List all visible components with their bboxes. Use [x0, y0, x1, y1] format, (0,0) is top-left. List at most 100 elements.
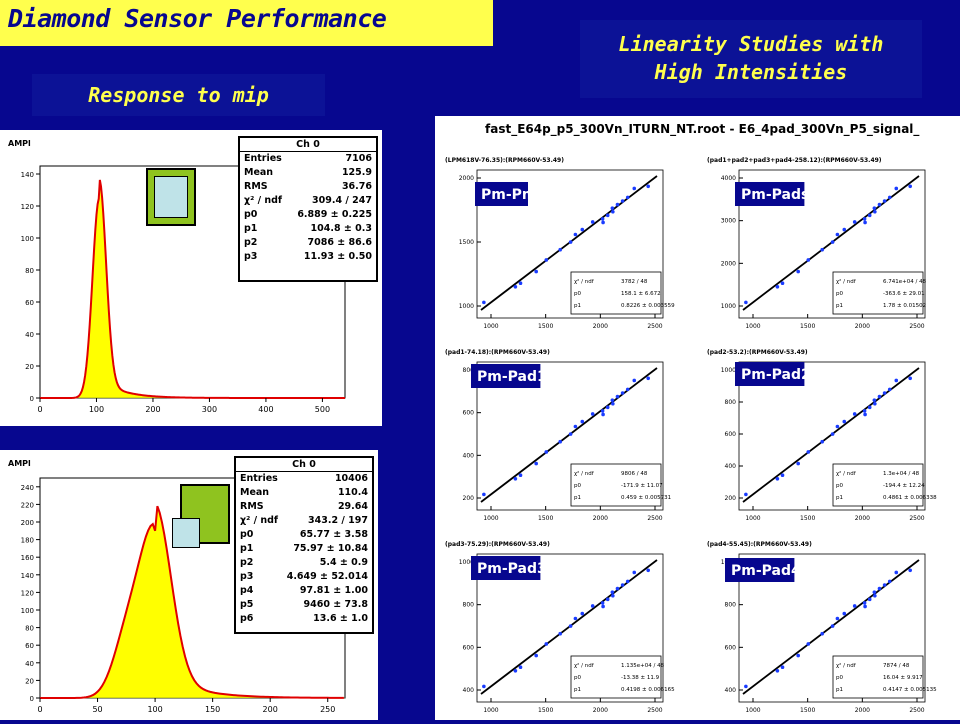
stats-key: p3	[240, 571, 254, 582]
data-point	[830, 624, 835, 628]
data-point	[513, 285, 518, 289]
x-tick-label: 50	[92, 705, 102, 714]
stats-key: p0	[240, 529, 254, 540]
data-point	[835, 616, 840, 621]
histogram-1-plot: AMPl 0 100 200 300 400 500 0 20 40 60 80 100 120 140	[8, 139, 346, 414]
stats-row: p3 4.649 ± 52.014	[236, 570, 372, 584]
data-point	[877, 586, 882, 591]
data-point	[580, 611, 585, 616]
x-tick-label: 100	[147, 705, 162, 714]
plot-label: Pm-Pad1	[477, 369, 547, 385]
y-tick-label: 160	[21, 554, 34, 562]
y-tick-label: 200	[725, 495, 737, 502]
data-point	[862, 601, 867, 605]
data-point	[796, 653, 800, 658]
y-tick-label: 120	[21, 203, 34, 211]
data-point	[872, 590, 877, 594]
data-point	[590, 412, 595, 416]
histogram-2-panel: AMPl 0 50 100 150 200 250 0 20 40 60 80 100 120 140 160…	[0, 450, 378, 720]
stats-key: Entries	[244, 153, 282, 164]
data-point	[882, 199, 887, 203]
data-point	[867, 213, 872, 218]
y-tick-label: 120	[21, 589, 34, 597]
stats-value: 4.649 ± 52.014	[286, 571, 368, 582]
scatter-plot-5: (pad3-75.29):(RPM660V-53.49) 1000 1500 2000…	[445, 541, 675, 714]
y-tick-label: 100	[21, 607, 34, 615]
scatter-frame	[476, 169, 664, 319]
y-tick-label: 100	[21, 235, 34, 243]
fit-stats-box	[570, 655, 662, 699]
y-tick-label: 400	[725, 687, 737, 694]
scatter-plot-6: (pad4-55.45):(RPM660V-53.49) 1000 1500 2000…	[707, 541, 937, 714]
y-tick-label: 1000	[721, 303, 736, 310]
data-point	[877, 394, 882, 399]
fit-stat-key: χ² / ndf	[836, 470, 857, 477]
fit-curve	[40, 505, 344, 699]
y-tick-label: 200	[463, 495, 475, 502]
plot-label: Pm-Pad3	[477, 561, 547, 577]
fit-stat-value: 0.459 ± 0.005731	[621, 495, 671, 501]
stats-value: 75.97 ± 10.84	[293, 543, 368, 554]
x-tick-label: 2500	[909, 323, 924, 330]
data-point	[806, 642, 811, 646]
histogram-2-plot: AMPl 0 50 100 150 200 250 0 20 40 60 80 100 120 140 160…	[8, 459, 346, 714]
data-point	[568, 624, 573, 628]
stats-row: Entries 7106	[240, 152, 376, 166]
y-tick-label: 2000	[459, 175, 474, 182]
stats-row: p0 6.889 ± 0.225	[240, 208, 376, 222]
x-tick-label: 1500	[800, 707, 815, 714]
data-point	[611, 209, 615, 214]
data-point	[620, 391, 625, 395]
subtitle-banner: Response to mip	[32, 74, 325, 116]
data-point	[558, 247, 562, 252]
fit-stat-key: p0	[574, 291, 581, 297]
y-tick-label: 400	[463, 452, 475, 459]
linearity-title-line1: Linearity Studies with	[618, 32, 884, 56]
x-tick-label: 2500	[647, 323, 662, 330]
stats-row: χ² / ndf 309.4 / 247	[240, 194, 376, 208]
data-point	[835, 232, 840, 237]
stats-row: Entries 10406	[236, 472, 372, 486]
fit-stat-key: p0	[836, 483, 843, 489]
y-tick-label: 800	[463, 367, 475, 374]
data-point	[882, 391, 887, 395]
scatter-expr: (LPM618V-76.35):(RPM660V-53.49)	[445, 157, 564, 164]
x-tick-label: 2000	[593, 515, 608, 522]
data-point	[573, 424, 578, 429]
stats-key: χ² / ndf	[244, 195, 283, 206]
data-point	[908, 376, 912, 381]
data-point	[744, 684, 748, 689]
stats-key: p1	[240, 543, 254, 554]
x-tick-label: 400	[258, 405, 273, 414]
y-tick-label: 40	[25, 331, 34, 339]
data-point	[518, 281, 523, 286]
y-tick-label: 400	[725, 463, 737, 470]
stats-value: 7106	[345, 153, 372, 164]
fit-stat-value: -171.9 ± 11.07	[621, 483, 663, 489]
plot-label: Pm-Pads	[741, 187, 809, 203]
data-point	[842, 611, 847, 616]
stats-value: 65.77 ± 3.58	[299, 529, 368, 540]
data-point	[518, 473, 523, 478]
stats-value: 10406	[334, 473, 368, 484]
stats-row: Mean 110.4	[236, 486, 372, 500]
data-point	[820, 247, 824, 252]
data-point	[482, 684, 486, 689]
stats-key: Entries	[240, 473, 278, 484]
x-tick-label: 200	[263, 705, 278, 714]
stats-row: p0 65.77 ± 3.58	[236, 528, 372, 542]
fit-stats-box	[570, 271, 662, 315]
x-tick-label: 1500	[538, 323, 553, 330]
stats-key: RMS	[244, 181, 268, 192]
stats-value: 11.93 ± 0.50	[303, 251, 372, 262]
data-point	[780, 665, 785, 670]
fit-curve	[40, 179, 345, 399]
y-tick-label: 20	[25, 363, 34, 371]
x-tick-label: 300	[202, 405, 217, 414]
x-tick-label: 1000	[745, 515, 760, 522]
data-point	[544, 642, 549, 646]
data-point	[573, 232, 578, 237]
stats-key: p3	[244, 251, 258, 262]
fit-stat-key: p0	[836, 291, 843, 297]
data-point	[863, 604, 867, 609]
